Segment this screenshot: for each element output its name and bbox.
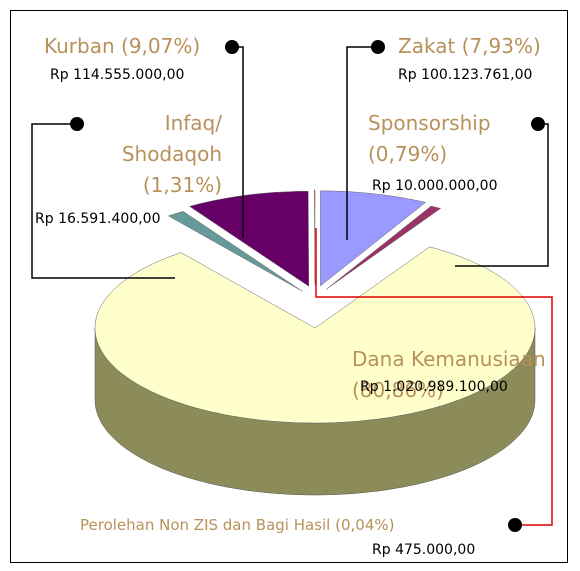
category: Dana Kemanusiaan (352, 347, 546, 371)
value-label: (9,07%) (121, 34, 201, 58)
value-label: (80,86%) (352, 378, 444, 402)
leader-dot (508, 518, 522, 532)
slice (314, 189, 316, 285)
slice-label: Kurban (9,07%) (44, 31, 234, 62)
amount-label: Rp 10.000.000,00 (372, 178, 498, 194)
category: Kurban (44, 34, 115, 58)
amount-label: Rp 100.123.761,00 (398, 67, 533, 83)
category: Sponsorship (368, 111, 491, 135)
amount-label: Rp 475.000,00 (372, 542, 476, 558)
leader-line (315, 228, 553, 526)
category: Infaq/ Shodaqoh (121, 111, 222, 166)
category: Perolehan Non ZIS dan Bagi Hasil (80, 516, 331, 534)
slice-label: Perolehan Non ZIS dan Bagi Hasil (0,04%) (80, 510, 520, 540)
value-label: (1,31%) (142, 173, 222, 197)
value-label: (7,93%) (461, 34, 541, 58)
value-label: (0,79%) (368, 142, 448, 166)
slice-label: Sponsorship (0,79%) (368, 108, 528, 170)
leader-dot (70, 117, 84, 131)
amount-label: Rp 114.555.000,00 (50, 67, 185, 83)
slice-label: Zakat (7,93%) (398, 31, 568, 62)
value-label: (0,04%) (335, 516, 395, 534)
leader-line (31, 123, 175, 279)
leader-dot (225, 40, 239, 54)
slice-label: Infaq/ Shodaqoh (1,31%) (100, 108, 222, 201)
slice (189, 190, 310, 287)
frame (10, 10, 568, 563)
slice-label: Dana Kemanusiaan (80,86%) (352, 344, 580, 406)
amount-label: Rp 16.591.400,00 (35, 211, 161, 227)
leader-line (346, 46, 378, 240)
leader-dot (371, 40, 385, 54)
slice (94, 246, 536, 424)
category: Zakat (398, 34, 456, 58)
amount-label: Rp 1.020.989.100,00 (360, 379, 508, 395)
slice (325, 205, 442, 290)
leader-dot (531, 117, 545, 131)
slice (167, 211, 303, 292)
